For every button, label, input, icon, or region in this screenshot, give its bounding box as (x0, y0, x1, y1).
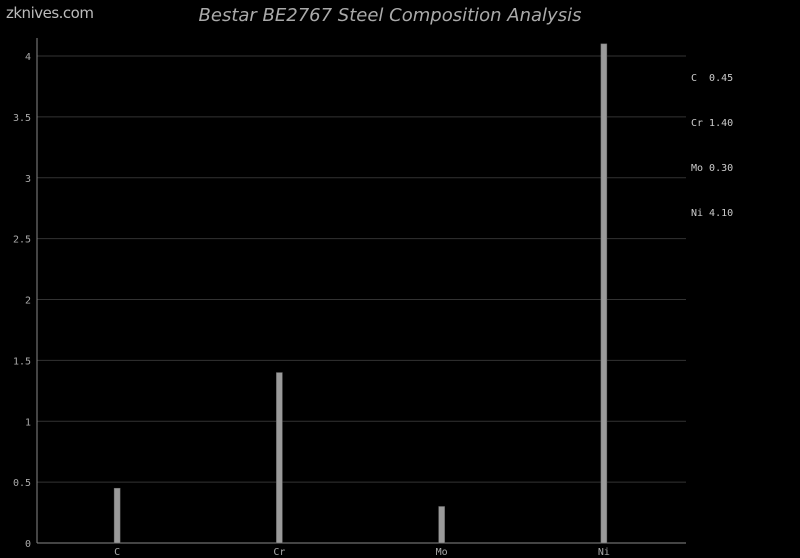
chart-title-text: Bestar BE2767 Steel Composition Analysis (198, 5, 582, 26)
y-tick-label: 1 (25, 417, 31, 428)
bar-c (113, 487, 121, 544)
y-tick-label: 4 (25, 52, 31, 63)
x-tick-label: C (114, 547, 120, 558)
y-tick-label: 3 (25, 174, 31, 185)
y-tick-label: 0.5 (13, 478, 31, 489)
bar-cr (276, 372, 283, 544)
x-tick-label: Mo (436, 547, 448, 558)
y-tick-label: 1.5 (13, 356, 31, 367)
x-tick-label: Cr (273, 547, 285, 558)
legend-entry-ni: Ni 4.10 (691, 208, 734, 219)
y-tick-label: 2 (25, 296, 31, 307)
legend-entry-mo: Mo 0.30 (691, 163, 734, 174)
chart-title: Bestar BE2767 Steel Composition Analysis (0, 5, 800, 26)
legend-entry-cr: Cr 1.40 (691, 118, 734, 129)
watermark: zknives.com (6, 4, 94, 22)
legend: C 0.45 Cr 1.40 Mo 0.30 Ni 4.10 (691, 41, 733, 236)
y-tick-label: 0 (25, 539, 31, 550)
x-tick-label: Ni (598, 547, 610, 558)
y-tick-label: 2.5 (13, 235, 31, 246)
bar-mo (438, 506, 445, 544)
legend-entry-c: C 0.45 (691, 73, 734, 84)
y-tick-label: 3.5 (13, 113, 31, 124)
bar-ni (600, 43, 608, 544)
